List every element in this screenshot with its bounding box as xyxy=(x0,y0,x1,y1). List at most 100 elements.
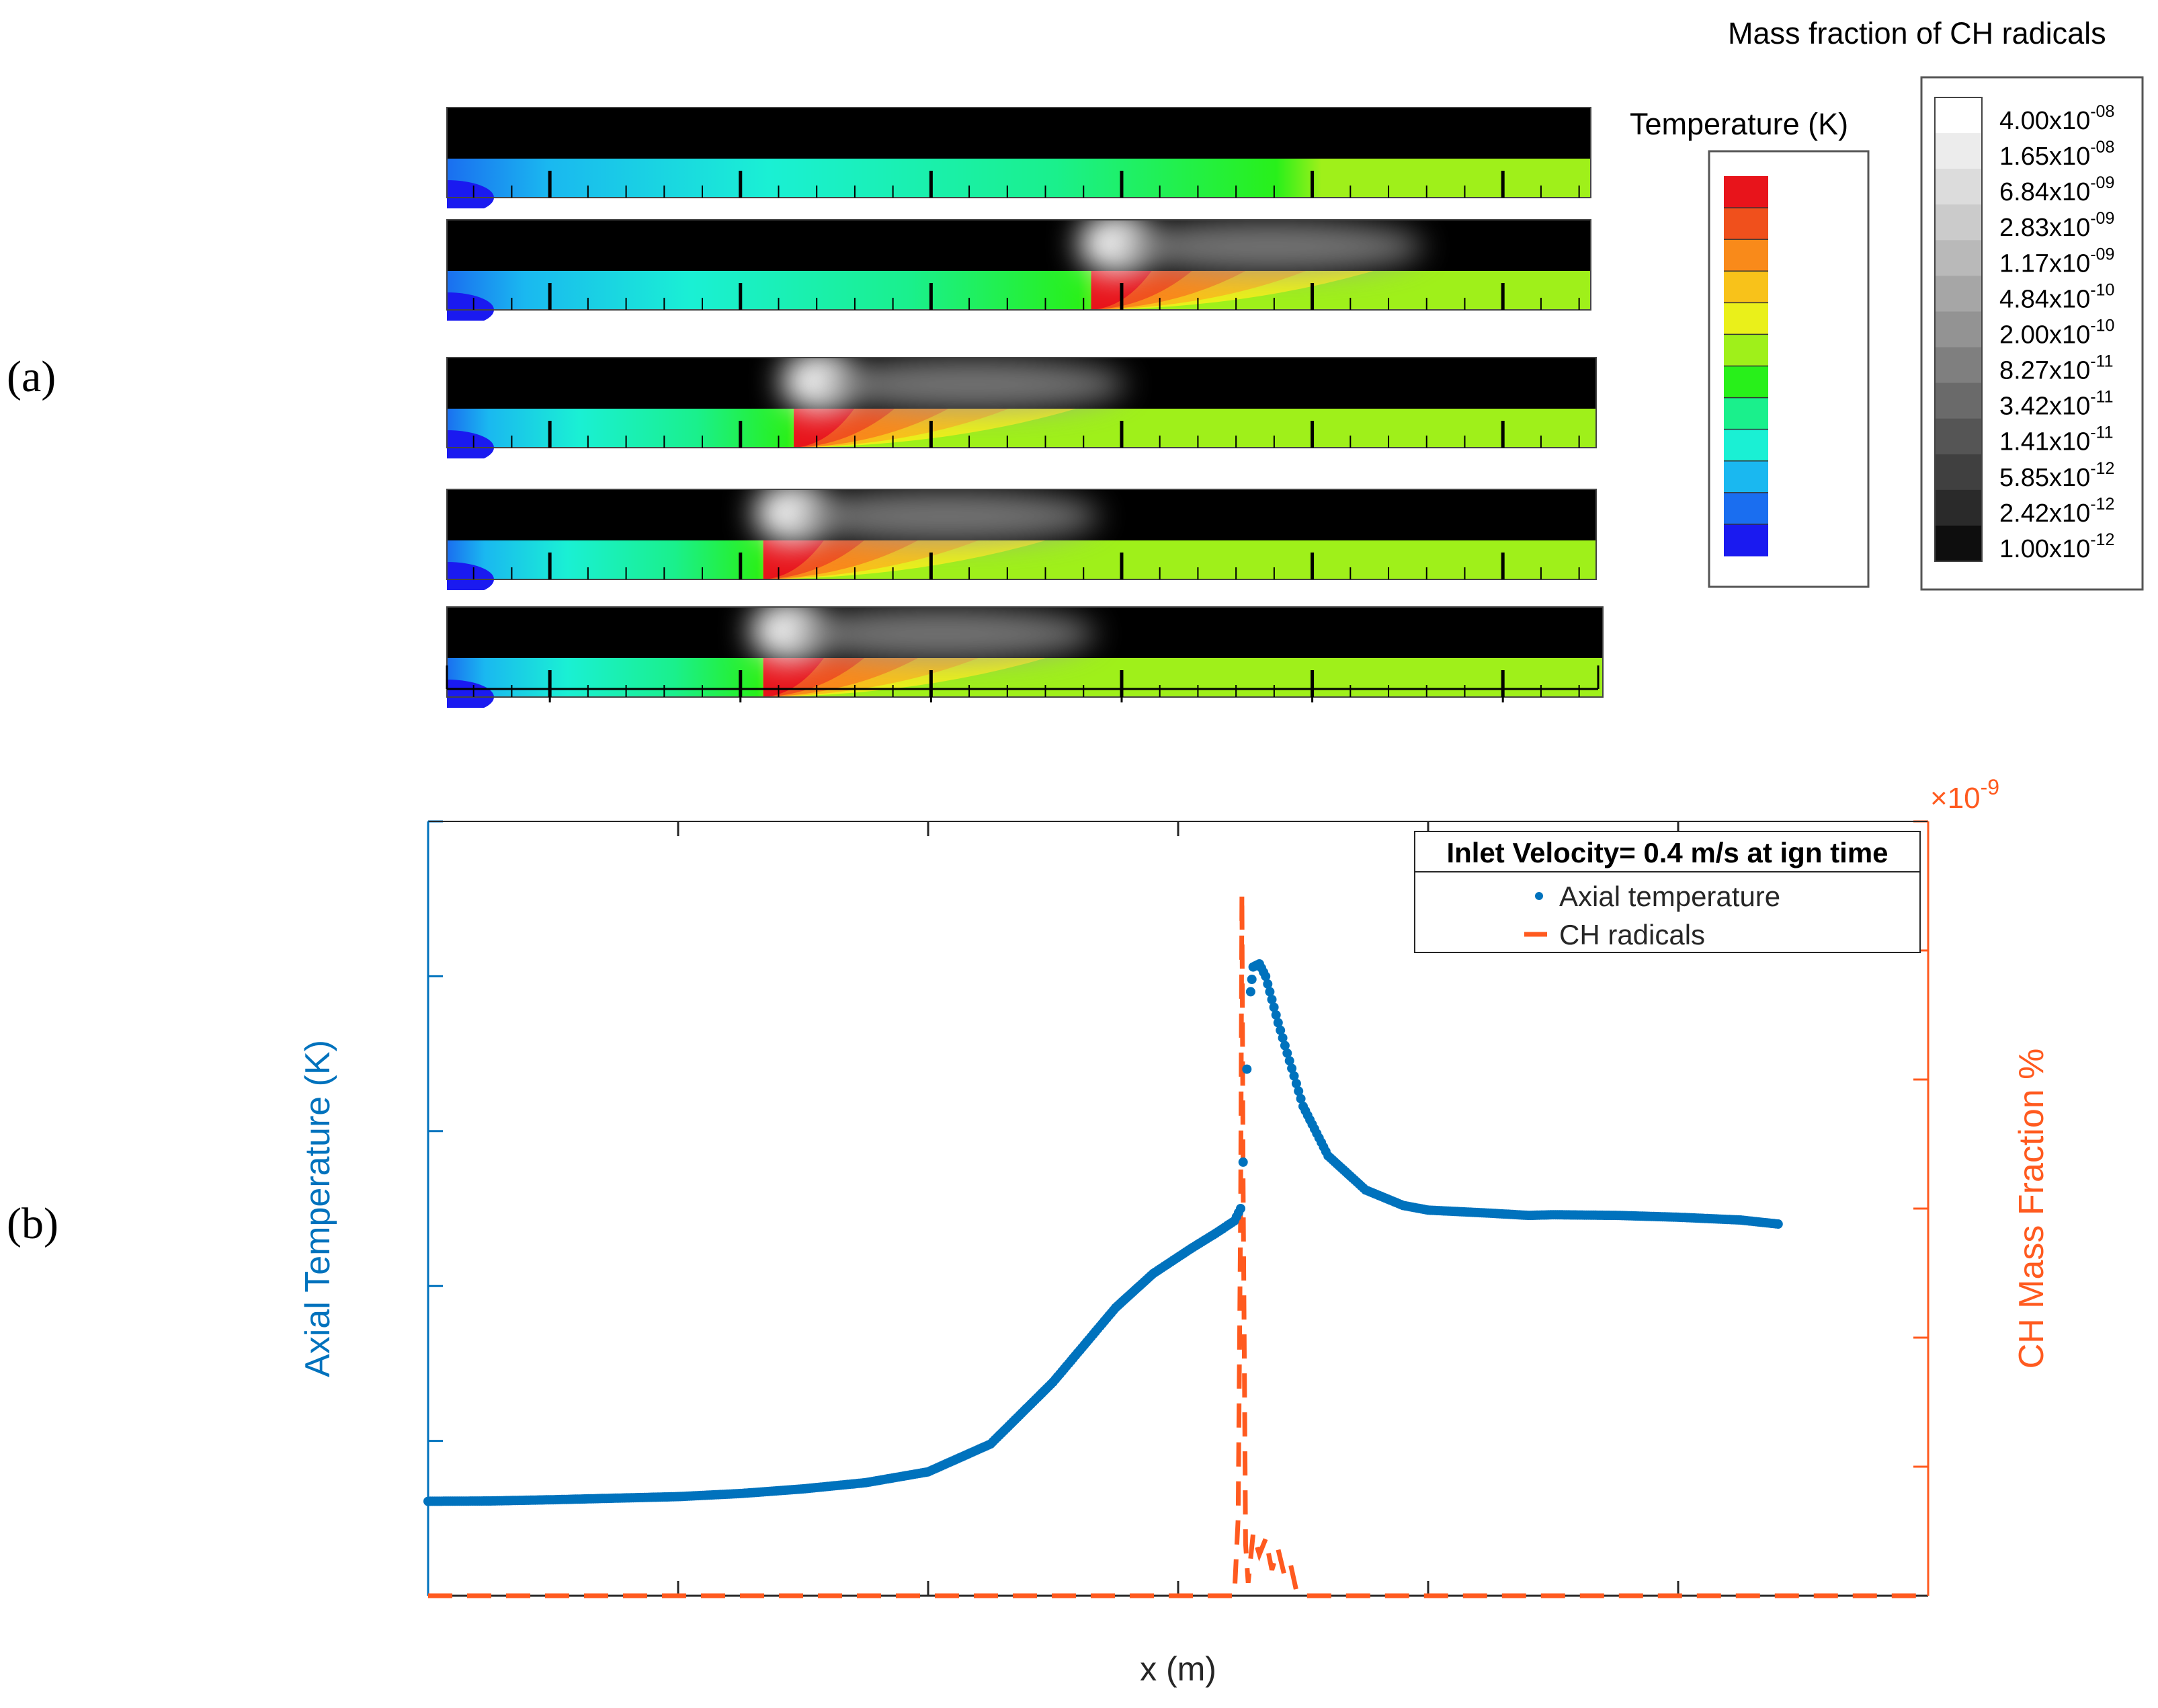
ch-swatch-frame xyxy=(1934,97,1983,562)
line-chart: x (m) Axial Temperature (K) CH Mass Frac… xyxy=(298,775,2051,1688)
ch-legend-level: 1.17x10-09 xyxy=(1999,245,2114,278)
ch-swatch xyxy=(1935,382,1982,419)
ch-radicals-legend: Mass fraction of CH radicals 4.00x10-081… xyxy=(1728,16,2144,591)
ch-legend-level: 1.41x10-11 xyxy=(1999,423,2114,456)
ch-legend-level: 1.00x10-12 xyxy=(1999,530,2114,563)
ch-radicals-line xyxy=(428,893,1928,1598)
legend-temperature-label: Axial temperature xyxy=(1559,881,1780,912)
contour-row-field xyxy=(447,108,1591,208)
ch-legend-exponent: -12 xyxy=(2090,495,2114,514)
contour-row-border xyxy=(446,489,1597,580)
temperature-point xyxy=(1271,1010,1281,1020)
ch-legend-mantissa: 2.42x10 xyxy=(1999,499,2090,528)
ch-legend-mantissa: 2.83x10 xyxy=(1999,214,2090,242)
ch-legend-exponent: -09 xyxy=(2090,209,2114,228)
ch-legend-mantissa: 3.42x10 xyxy=(1999,393,2090,421)
ch-swatch xyxy=(1935,489,1982,526)
ch-legend-mantissa: 4.84x10 xyxy=(1999,285,2090,313)
ch-legend-mantissa: 1.00x10 xyxy=(1999,535,2090,563)
ch-legend-exponent: -10 xyxy=(2090,316,2114,335)
temperature-swatch xyxy=(1724,429,1768,462)
ch-legend-exponent: -11 xyxy=(2090,388,2113,407)
flame-contour-layer xyxy=(794,409,855,448)
ch-legend-level: 6.84x10-09 xyxy=(1999,173,2114,206)
ch-swatch xyxy=(1935,97,1982,134)
ch-legend-mantissa: 6.84x10 xyxy=(1999,178,2090,206)
contour-row-field xyxy=(447,489,1596,590)
inlet-cold-core xyxy=(447,680,494,708)
temperature-point xyxy=(1289,1071,1299,1081)
ch-legend-level: 8.27x10-11 xyxy=(1999,352,2114,385)
contour-row-field xyxy=(447,358,1596,458)
ch-legend-level: 4.84x10-10 xyxy=(1999,280,2114,313)
panel-b-label: (b) xyxy=(7,1199,58,1248)
ch-legend-level: 2.83x10-09 xyxy=(1999,209,2114,242)
temperature-swatch xyxy=(1724,366,1768,399)
contour-row-border xyxy=(446,357,1597,448)
temperature-point xyxy=(1247,975,1257,984)
ch-legend-exponent: -11 xyxy=(2090,352,2113,371)
contour-row-border xyxy=(446,606,1604,698)
inlet-cold-core xyxy=(447,292,494,321)
ch-legend-swatches xyxy=(1934,97,1983,562)
temperature-swatch xyxy=(1724,271,1768,303)
right-y-exponent: ×10-9 xyxy=(1930,775,1999,815)
ch-field-band xyxy=(447,108,1591,159)
ch-legend-level: 4.00x10-08 xyxy=(1999,102,2114,135)
temperature-point xyxy=(1284,1056,1294,1066)
temperature-swatch xyxy=(1724,208,1768,240)
ch-radicals-series xyxy=(428,893,1928,1598)
axial-temperature-series xyxy=(423,959,1783,1506)
temperature-swatch xyxy=(1724,492,1768,525)
ch-cloud-tail xyxy=(787,607,1097,661)
temperature-point xyxy=(1273,1018,1283,1028)
contour-row-border xyxy=(446,107,1591,198)
temperature-point xyxy=(1245,987,1255,997)
x-axis-label: x (m) xyxy=(1140,1650,1216,1688)
legend-title: Inlet Velocity= 0.4 m/s at ign time xyxy=(1446,837,1888,868)
temperature-point xyxy=(1291,1079,1301,1088)
ch-swatch xyxy=(1935,276,1982,313)
ch-cloud-tail xyxy=(791,489,1101,543)
temperature-point xyxy=(1773,1219,1783,1229)
ch-swatch xyxy=(1935,454,1982,491)
temperature-swatch xyxy=(1724,334,1768,367)
temperature-swatch xyxy=(1724,176,1768,208)
temperature-point xyxy=(1296,1094,1306,1104)
panel-a-label: (a) xyxy=(7,352,56,401)
legend-box xyxy=(1414,831,1921,953)
ch-legend-level: 3.42x10-11 xyxy=(1999,388,2114,421)
temperature-point xyxy=(1242,1064,1252,1074)
ch-legend-mantissa: 2.00x10 xyxy=(1999,321,2090,349)
contour-row-field xyxy=(447,607,1603,708)
temperature-point xyxy=(1267,995,1277,1004)
temperature-point xyxy=(1261,971,1271,981)
right-y-axis-label: CH Mass Fraction % xyxy=(2012,1049,2051,1369)
contour-row xyxy=(446,107,1591,208)
contour-row xyxy=(446,219,1591,321)
ch-legend-exponent: -08 xyxy=(2090,138,2114,157)
ch-legend-labels: 4.00x10-081.65x10-086.84x10-092.83x10-09… xyxy=(1999,102,2114,563)
temperature-legend-title: Temperature (K) xyxy=(1630,107,1848,141)
ch-legend-mantissa: 4.00x10 xyxy=(1999,107,2090,135)
temperature-point xyxy=(1287,1063,1297,1073)
legend-ch-label: CH radicals xyxy=(1559,919,1705,950)
contour-row-border xyxy=(446,219,1591,311)
temperature-point xyxy=(1276,1025,1286,1035)
contour-row xyxy=(446,489,1597,590)
contour-panel: Temperature (K) Mass fraction of CH radi… xyxy=(446,16,2144,708)
temperature-legend: Temperature (K) xyxy=(1630,107,1870,588)
ch-legend-level: 5.85x10-12 xyxy=(1999,459,2114,492)
ch-legend-level: 2.00x10-10 xyxy=(1999,316,2114,349)
ch-legend-mantissa: 5.85x10 xyxy=(1999,464,2090,492)
ch-swatch xyxy=(1935,311,1982,348)
right-y-exponent-power: -9 xyxy=(1981,775,1999,799)
ch-legend-mantissa: 1.65x10 xyxy=(1999,143,2090,171)
temperature-swatch xyxy=(1724,302,1768,335)
contour-rows xyxy=(446,107,1604,708)
temperature-point xyxy=(1269,1002,1279,1012)
ch-legend-exponent: -10 xyxy=(2090,280,2114,299)
temperature-band xyxy=(447,271,1591,310)
temperature-point xyxy=(1278,1033,1288,1043)
temperature-point xyxy=(1294,1086,1304,1096)
